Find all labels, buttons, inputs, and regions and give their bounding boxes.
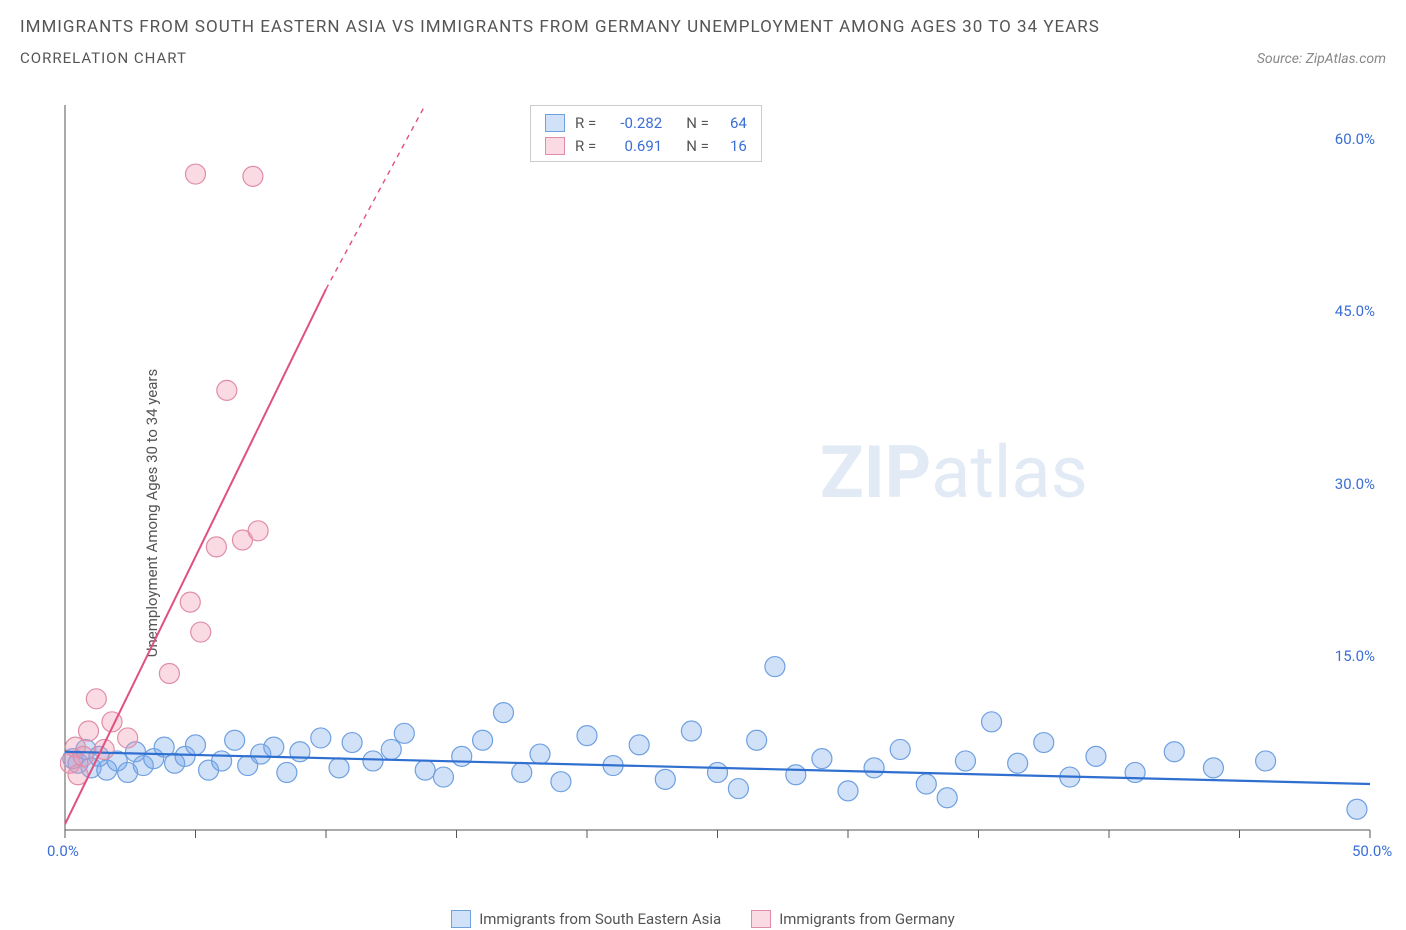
plot-area: ZIPatlas R =-0.282N =64R =0.691N =16 [60,100,1390,870]
data-point [159,663,179,683]
data-point [264,737,284,757]
chart-title: IMMIGRANTS FROM SOUTH EASTERN ASIA VS IM… [20,14,1386,41]
legend-r-value: -0.282 [606,112,662,135]
bottom-legend-label: Immigrants from South Eastern Asia [479,910,721,928]
y-tick-label: 30.0% [1315,475,1375,493]
data-point [838,781,858,801]
data-point [493,703,513,723]
legend-row: R = 0.691 N = 16 [545,135,747,158]
legend-n-value: 16 [719,135,747,158]
data-point [473,730,493,750]
data-point [86,689,106,709]
data-point [433,767,453,787]
legend-row: R = -0.282 N = 64 [545,112,747,135]
data-point [916,774,936,794]
data-point [551,772,571,792]
data-point [363,751,383,771]
data-point [577,726,597,746]
legend-swatch [545,137,565,155]
y-tick-label: 45.0% [1315,302,1375,320]
legend-n-label: N = [686,112,709,135]
legend-n-label: N = [686,135,709,158]
data-point [1164,742,1184,762]
legend-swatch [751,910,771,928]
data-point [225,730,245,750]
legend-r-label: R = [575,135,596,158]
data-point [1347,799,1367,819]
data-point [890,739,910,759]
data-point [937,788,957,808]
legend-n-value: 64 [719,112,747,135]
scatter-plot-svg [60,100,1390,870]
data-point [78,721,98,741]
data-point [381,739,401,759]
data-point [1203,758,1223,778]
y-tick-label: 60.0% [1315,130,1375,148]
data-point [217,380,237,400]
data-point [329,758,349,778]
data-point [728,779,748,799]
subtitle-row: CORRELATION CHART Source: ZipAtlas.com [20,49,1386,67]
bottom-legend-item: Immigrants from Germany [751,910,955,928]
data-point [1034,733,1054,753]
data-point [629,735,649,755]
data-point [243,166,263,186]
data-point [186,164,206,184]
y-tick-label: 15.0% [1315,647,1375,665]
data-point [118,728,138,748]
data-point [786,765,806,785]
data-point [206,537,226,557]
data-point [415,760,435,780]
data-point [1125,762,1145,782]
data-point [708,762,728,782]
x-tick-label: 0.0% [47,842,79,860]
data-point [530,744,550,764]
data-point [512,762,532,782]
data-point [452,746,472,766]
data-point [747,730,767,750]
chart-area: Unemployment Among Ages 30 to 34 years Z… [0,95,1406,930]
legend-swatch [545,114,565,132]
data-point [1008,753,1028,773]
data-point [681,721,701,741]
bottom-legend: Immigrants from South Eastern Asia Immigr… [0,910,1406,928]
data-point [955,751,975,771]
data-point [277,762,297,782]
bottom-legend-label: Immigrants from Germany [779,910,955,928]
chart-subtitle: CORRELATION CHART [20,49,187,67]
source-label: Source: ZipAtlas.com [1257,51,1386,67]
legend-r-value: 0.691 [606,135,662,158]
data-point [212,751,232,771]
legend-box: R = -0.282 N = 64 R = 0.691 N = 16 [530,105,762,162]
data-point [248,521,268,541]
data-point [73,746,93,766]
data-point [864,758,884,778]
data-point [191,622,211,642]
data-point [1086,746,1106,766]
title-area: IMMIGRANTS FROM SOUTH EASTERN ASIA VS IM… [0,0,1406,67]
data-point [394,723,414,743]
data-point [982,712,1002,732]
legend-swatch [451,910,471,928]
x-tick-label: 50.0% [1352,842,1392,860]
bottom-legend-item: Immigrants from South Eastern Asia [451,910,721,928]
data-point [342,733,362,753]
data-point [186,735,206,755]
legend-r-label: R = [575,112,596,135]
data-point [311,728,331,748]
data-point [1256,751,1276,771]
data-point [180,592,200,612]
trend-line-extension [326,105,425,289]
data-point [655,769,675,789]
data-point [812,749,832,769]
data-point [765,657,785,677]
